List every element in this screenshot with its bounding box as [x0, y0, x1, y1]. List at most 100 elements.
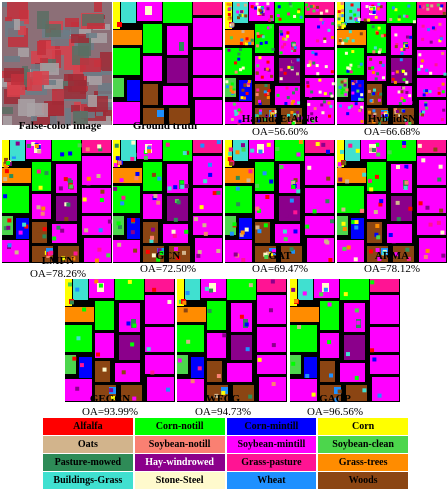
misclassified-patch	[375, 142, 380, 147]
misclassified-patch	[284, 101, 288, 105]
misclassified-patch	[371, 66, 375, 70]
misclassified-patch	[245, 91, 249, 95]
misclassified-patch	[288, 120, 292, 124]
misclassified-patch	[405, 48, 409, 52]
misclassified-patch	[376, 152, 381, 157]
caption-oa: OA=78.12%	[363, 263, 420, 275]
caption-false-color: False-color image	[0, 120, 120, 133]
misclassified-patch	[310, 90, 314, 94]
misclassified-patch	[132, 396, 137, 401]
classification-map	[177, 279, 286, 401]
misclassified-patch	[240, 13, 244, 17]
false-color-patch	[18, 99, 35, 116]
misclassified-patch	[402, 143, 407, 148]
misclassified-patch	[150, 227, 155, 232]
misclassified-patch	[216, 374, 221, 379]
field-region	[207, 333, 226, 358]
misclassified-patch	[115, 156, 120, 161]
misclassified-patch	[282, 37, 286, 41]
misclassified-patch	[328, 257, 333, 262]
misclassified-patch	[430, 4, 434, 8]
field-region	[255, 194, 274, 219]
misclassified-patch	[289, 198, 294, 203]
misclassified-patch	[324, 239, 329, 244]
field-region	[344, 303, 365, 332]
misclassified-patch	[237, 108, 241, 112]
field-region	[113, 78, 124, 97]
misclassified-patch	[11, 152, 16, 157]
field-region	[370, 327, 399, 352]
misclassified-patch	[265, 251, 270, 256]
misclassified-patch	[275, 146, 280, 151]
misclassified-patch	[4, 169, 9, 174]
misclassified-patch	[443, 72, 447, 76]
misclassified-patch	[182, 300, 187, 305]
misclassified-patch	[370, 348, 375, 353]
misclassified-patch	[346, 112, 350, 116]
field-region	[257, 355, 286, 374]
misclassified-patch	[380, 34, 384, 38]
false-color-patch	[98, 83, 112, 99]
misclassified-patch	[346, 37, 350, 41]
misclassified-patch	[319, 292, 324, 297]
field-region	[2, 186, 29, 213]
misclassified-patch	[237, 52, 241, 56]
legend-cell-pasture-mowed: Pasture-mowed	[43, 454, 133, 471]
misclassified-patch	[354, 225, 359, 230]
misclassified-patch	[44, 171, 49, 176]
misclassified-patch	[343, 83, 347, 87]
misclassified-patch	[327, 101, 331, 105]
misclassified-patch	[240, 143, 245, 148]
caption-name: HybridSN	[367, 113, 417, 125]
false-color-patch	[20, 69, 30, 87]
field-region	[298, 279, 313, 300]
misclassified-patch	[354, 220, 359, 225]
misclassified-patch	[426, 7, 430, 11]
misclassified-patch	[229, 36, 233, 40]
misclassified-patch	[263, 67, 267, 71]
misclassified-patch	[404, 118, 408, 122]
misclassified-patch	[356, 89, 360, 93]
misclassified-patch	[256, 34, 260, 38]
misclassified-patch	[279, 68, 283, 72]
misclassified-patch	[171, 229, 176, 234]
misclassified-patch	[232, 102, 236, 106]
misclassified-patch	[266, 7, 270, 11]
misclassified-patch	[372, 92, 376, 96]
false-color-patch	[31, 116, 37, 121]
false-color-patch	[89, 33, 107, 43]
field-region	[193, 140, 222, 153]
misclassified-patch	[238, 48, 242, 52]
misclassified-patch	[257, 357, 262, 362]
misclassified-patch	[255, 114, 259, 118]
misclassified-patch	[330, 70, 334, 74]
misclassified-patch	[315, 64, 319, 68]
misclassified-patch	[355, 148, 360, 153]
misclassified-patch	[167, 186, 172, 191]
field-region	[387, 140, 416, 161]
panel-gegcn	[65, 279, 175, 402]
misclassified-patch	[227, 12, 231, 16]
misclassified-patch	[250, 42, 254, 46]
misclassified-patch	[276, 14, 280, 18]
misclassified-patch	[420, 4, 424, 8]
caption-oa: OA=96.56%	[306, 406, 363, 418]
misclassified-patch	[425, 89, 429, 93]
misclassified-patch	[359, 80, 363, 84]
misclassified-patch	[42, 227, 47, 232]
caption-arma: ARMA OA=78.12%	[332, 250, 447, 276]
misclassified-patch	[297, 8, 301, 12]
misclassified-patch	[36, 228, 41, 233]
misclassified-patch	[420, 59, 424, 63]
field-region	[320, 301, 339, 330]
misclassified-patch	[131, 218, 136, 223]
misclassified-patch	[266, 26, 270, 30]
misclassified-patch	[190, 379, 195, 384]
classification-map	[337, 2, 447, 125]
misclassified-patch	[273, 110, 277, 114]
misclassified-patch	[261, 12, 265, 16]
misclassified-patch	[173, 217, 178, 222]
classification-map	[337, 140, 446, 262]
misclassified-patch	[429, 148, 434, 153]
caption-name: Ground truth	[132, 120, 198, 132]
